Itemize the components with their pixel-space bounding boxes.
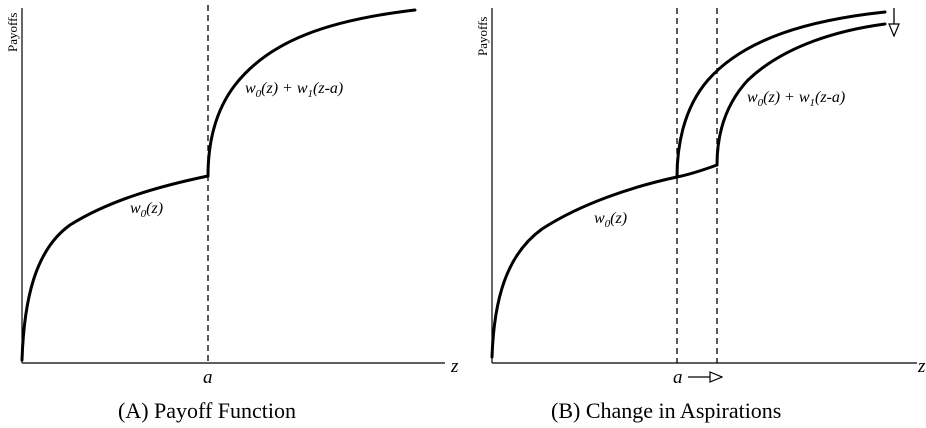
panel-a-lower-curve-label: w0(z) xyxy=(130,200,163,220)
panel-b-upper-curve-label: w0(z) + w1(z-a) xyxy=(747,89,845,109)
panel-b-upper-curve-new xyxy=(715,22,887,167)
panel-a-upper-curve-label: w0(z) + w1(z-a) xyxy=(245,80,343,100)
panel-a-threshold-label: a xyxy=(203,367,213,388)
panel-b-x-axis-label: z xyxy=(917,356,926,377)
panel-b-y-axis-label: Payoffs xyxy=(475,17,490,56)
panel-b: Payoffs z a w0(z) w0(z) + w1(z-a) (B) Ch… xyxy=(475,8,926,423)
panel-a-lower-curve xyxy=(20,174,210,362)
panel-b-threshold-label: a xyxy=(673,367,683,388)
panel-b-lower-curve-label: w0(z) xyxy=(594,210,627,230)
panel-b-lower-curve xyxy=(490,163,719,359)
panel-a-upper-curve xyxy=(206,8,417,178)
panel-a-y-axis-label: Payoffs xyxy=(5,13,20,52)
panel-b-upper-curve-old xyxy=(675,10,887,179)
panel-a-x-axis-label: z xyxy=(450,356,459,377)
panel-a: Payoffs z a w0(z) w0(z) + w1(z-a) (A) Pa… xyxy=(5,5,459,423)
panel-b-caption: (B) Change in Aspirations xyxy=(551,398,781,423)
panel-a-caption: (A) Payoff Function xyxy=(118,398,296,423)
